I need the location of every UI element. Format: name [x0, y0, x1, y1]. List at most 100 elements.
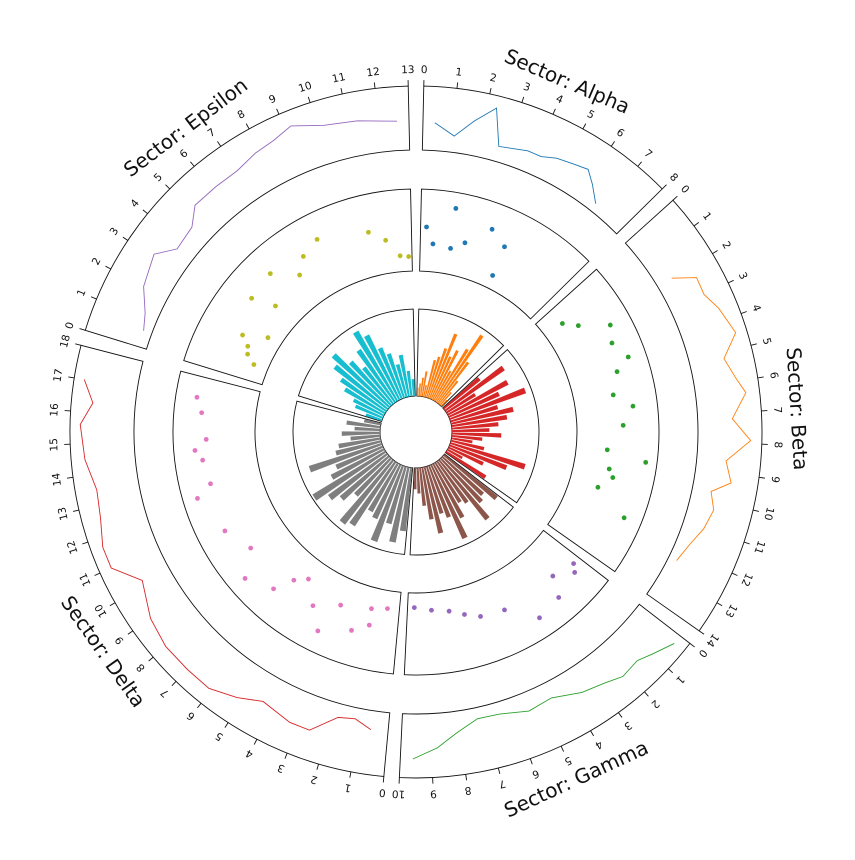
- delta-tick-label: 5: [213, 729, 225, 743]
- gamma-tick-label: 9: [430, 787, 437, 799]
- alpha-tick: [582, 123, 587, 130]
- beta-bar: [449, 387, 527, 421]
- delta-bar: [338, 437, 381, 449]
- gamma-scatter-point: [537, 615, 542, 621]
- delta-tick: [66, 476, 74, 479]
- gamma-tick-label: 8: [464, 784, 472, 797]
- beta-tick: [757, 376, 764, 379]
- gamma-tick: [644, 691, 649, 697]
- beta-tick: [750, 343, 757, 346]
- epsilon-tick: [142, 209, 148, 215]
- delta-scatter-point: [338, 602, 344, 608]
- epsilon-scatter-point: [249, 295, 255, 301]
- epsilon-tick-label: 10: [297, 80, 313, 96]
- beta-tick-label: 3: [736, 270, 750, 281]
- beta-tick-label: 13: [722, 602, 739, 620]
- beta-tick: [716, 602, 723, 607]
- alpha-bar: [440, 399, 448, 407]
- sector-outlines: [69, 85, 763, 779]
- beta-bar: [451, 432, 502, 438]
- epsilon-tick-label: 1: [75, 288, 89, 299]
- epsilon-scatter-track-outline: [183, 188, 413, 386]
- beta-scatter-track-outline: [534, 268, 660, 573]
- beta-tick-label: 2: [719, 239, 733, 251]
- epsilon-tick: [373, 82, 376, 89]
- epsilon-scatter-point: [240, 332, 245, 338]
- alpha-scatter-point: [424, 224, 429, 230]
- delta-bar: [339, 455, 390, 501]
- beta-scatter-point: [620, 422, 626, 428]
- epsilon-bar: [339, 377, 388, 413]
- delta-bar: [367, 462, 399, 513]
- beta-tick: [758, 476, 766, 479]
- epsilon-bar-track-outline: [297, 308, 416, 422]
- alpha-bar: [435, 334, 484, 403]
- delta-tick: [148, 656, 154, 662]
- epsilon-bar: [411, 379, 415, 397]
- delta-tick-label: 7: [158, 686, 171, 699]
- sector-titles: Sector: Alpha Sector: Beta Sector: Gamma Se…: [56, 44, 813, 823]
- beta-tick: [752, 509, 760, 512]
- alpha-tick: [637, 161, 642, 167]
- alpha-scatter-point: [489, 226, 495, 232]
- gamma-tick-label: 10: [392, 787, 406, 800]
- gamma-bar: [416, 467, 421, 494]
- delta-scatter-point: [315, 628, 321, 634]
- gamma-tick: [668, 668, 674, 674]
- beta-scatter-point: [630, 403, 636, 409]
- epsilon-tick: [217, 141, 222, 147]
- delta-bar: [335, 440, 382, 456]
- gamma-bar: [432, 463, 465, 519]
- alpha-scatter-point: [462, 240, 468, 246]
- delta-tick-label: 8: [134, 661, 147, 674]
- delta-tick: [109, 602, 116, 607]
- gamma-scatter-point: [502, 607, 507, 613]
- gamma-tick-label: 4: [592, 738, 604, 752]
- epsilon-scatter-point: [397, 253, 403, 259]
- alpha-tick-label: 6: [614, 126, 627, 140]
- epsilon-bar: [348, 360, 393, 407]
- alpha-bar: [416, 387, 419, 397]
- beta-tick: [712, 250, 718, 254]
- delta-scatter-point: [271, 586, 276, 592]
- delta-tick-label: 15: [48, 438, 60, 452]
- epsilon-bar: [365, 413, 383, 422]
- alpha-bar: [423, 385, 427, 397]
- epsilon-tick-label: 7: [206, 126, 218, 140]
- beta-tick-label: 4: [749, 303, 763, 314]
- delta-bar: [339, 459, 395, 525]
- delta-tick: [82, 541, 89, 545]
- beta-tick-label: 5: [760, 337, 773, 346]
- gamma-tick-label: 3: [622, 719, 634, 733]
- delta-scatter-point: [385, 606, 390, 611]
- delta-scatter-point: [195, 495, 200, 501]
- alpha-tick-label: 3: [522, 81, 532, 94]
- alpha-bar: [429, 333, 458, 399]
- epsilon-bar: [377, 347, 403, 400]
- alpha-bar: [430, 356, 452, 400]
- epsilon-scatter-point: [300, 254, 306, 259]
- delta-bar: [370, 465, 405, 543]
- epsilon-bar: [398, 354, 410, 397]
- beta-scatter-point: [614, 369, 620, 375]
- epsilon-line-series: [143, 120, 398, 331]
- delta-tick-label: 14: [50, 472, 64, 487]
- alpha-bar-track-outline: [416, 308, 505, 408]
- delta-scatter-point: [199, 410, 205, 416]
- epsilon-scatter-point: [273, 303, 278, 309]
- axis-ticks: 0 1 23456780123456789101112131401234567891…: [48, 64, 784, 800]
- beta-bar: [450, 405, 499, 423]
- epsilon-bar: [353, 330, 399, 402]
- epsilon-tick: [340, 87, 343, 95]
- epsilon-tick: [190, 161, 195, 167]
- alpha-tick: [489, 87, 492, 95]
- gamma-scatter-point: [462, 612, 467, 617]
- delta-scatter-point: [208, 481, 213, 487]
- delta-bar: [372, 463, 402, 520]
- epsilon-scatter-point: [406, 254, 412, 259]
- gamma-bar: [425, 466, 444, 514]
- beta-tick-label: 11: [751, 539, 767, 555]
- delta-bar: [346, 420, 381, 429]
- alpha-tick: [552, 108, 556, 115]
